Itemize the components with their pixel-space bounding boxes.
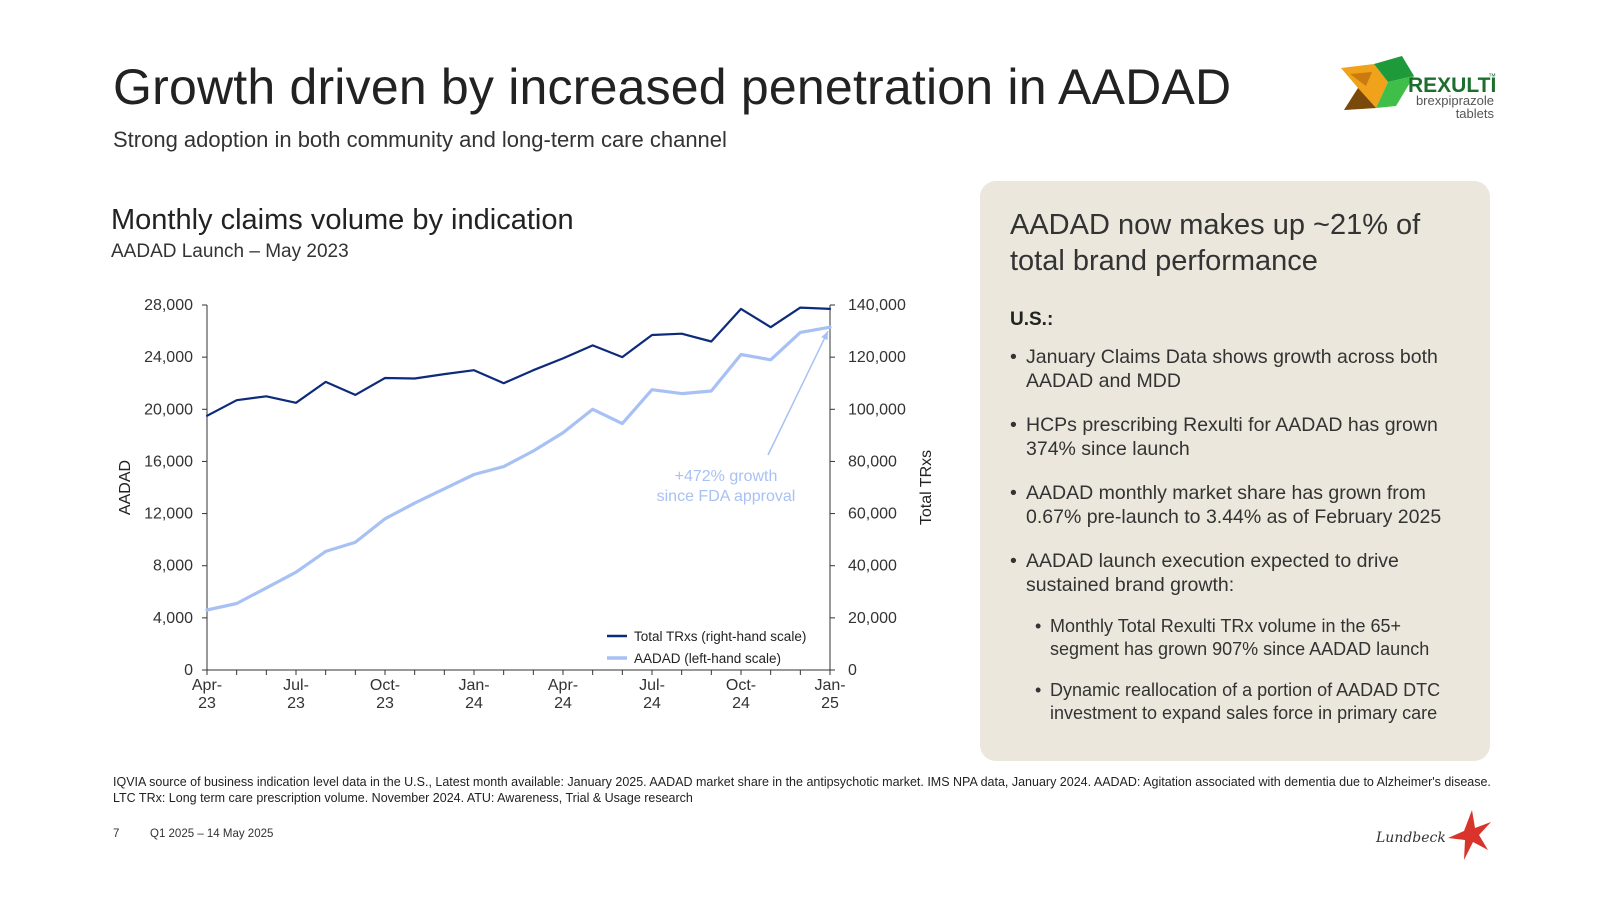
x-tick-label: 23 bbox=[287, 695, 305, 712]
series-line-total-trxs bbox=[205, 306, 832, 417]
bullet-dot: • bbox=[1010, 482, 1017, 504]
lundbeck-logo: Lundbeck bbox=[1375, 810, 1491, 860]
bullet-dot: • bbox=[1010, 550, 1017, 572]
x-tick-label: 25 bbox=[821, 695, 839, 712]
bullet-dot: • bbox=[1035, 680, 1042, 700]
x-tick-label: Oct- bbox=[370, 677, 400, 694]
y-right-tick-label: 60,000 bbox=[848, 506, 897, 523]
x-tick-label: Apr- bbox=[548, 677, 578, 694]
y-right-tick-label: 120,000 bbox=[848, 349, 906, 366]
rexulti-line1: brexpiprazole bbox=[1416, 93, 1494, 108]
x-tick-label: 24 bbox=[554, 695, 572, 712]
y-left-tick-label: 16,000 bbox=[144, 453, 193, 470]
x-tick-label: 23 bbox=[198, 695, 216, 712]
x-tick-label: Jan- bbox=[814, 677, 845, 694]
presentation-date: Q1 2025 – 14 May 2025 bbox=[150, 828, 274, 840]
page-subtitle: Strong adoption in both community and lo… bbox=[113, 127, 727, 152]
panel-bullet: • AADAD monthly market share has grown fr… bbox=[1010, 482, 1442, 528]
y-right-axis-title: Total TRxs bbox=[918, 450, 935, 525]
rexulti-line2: tablets bbox=[1456, 106, 1495, 121]
claims-volume-chart: 0 4,000 8,000 12,000 16,000 20,000 24,000 28,00… bbox=[117, 297, 935, 712]
rexulti-ribbon-icon bbox=[1341, 56, 1414, 110]
panel-heading: AADAD now makes up ~21% of total brand p… bbox=[1010, 209, 1421, 277]
annotation-arrowhead bbox=[821, 331, 828, 341]
y-right-tick-label: 80,000 bbox=[848, 453, 897, 470]
rexulti-tm: ™ bbox=[1488, 72, 1496, 81]
rexulti-wordmark: REXULTI bbox=[1408, 74, 1496, 97]
panel-bullet: • AADAD launch execution expected to driv… bbox=[1010, 550, 1399, 596]
starfish-icon bbox=[1448, 810, 1491, 860]
panel-bullet: • HCPs prescribing Rexulti for AADAD has … bbox=[1010, 414, 1438, 460]
x-tick-label: 24 bbox=[465, 695, 483, 712]
chart-subtitle: AADAD Launch – May 2023 bbox=[111, 241, 349, 262]
x-tick-label: 24 bbox=[732, 695, 750, 712]
panel-region-label: U.S.: bbox=[1010, 309, 1054, 330]
annotation-label-line2: since FDA approval bbox=[657, 488, 796, 505]
bullet-dot: • bbox=[1010, 414, 1017, 436]
y-right-tick-label: 20,000 bbox=[848, 610, 897, 627]
x-tick-label: Jul- bbox=[639, 677, 665, 694]
annotation-label-line1: +472% growth bbox=[675, 468, 778, 485]
bullet-dot: • bbox=[1010, 346, 1017, 368]
lundbeck-wordmark: Lundbeck bbox=[1375, 830, 1446, 846]
rexulti-logo: REXULTI ™ brexpiprazole tablets bbox=[1341, 56, 1496, 121]
series-line-aadad bbox=[205, 325, 832, 612]
page-title: Growth driven by increased penetration i… bbox=[113, 59, 1232, 115]
y-right-tick-label: 0 bbox=[848, 662, 857, 679]
page-number: 7 bbox=[113, 828, 120, 840]
y-left-tick-label: 28,000 bbox=[144, 297, 193, 314]
y-right-tick-label: 140,000 bbox=[848, 297, 906, 314]
annotation-arrow bbox=[767, 330, 829, 456]
chart-title: Monthly claims volume by indication bbox=[111, 204, 574, 236]
panel-sub-bullet: • Dynamic reallocation of a portion of AA… bbox=[1035, 680, 1441, 723]
panel-bullet: • January Claims Data shows growth across… bbox=[1010, 346, 1438, 392]
x-tick-label: Oct- bbox=[726, 677, 756, 694]
bullet-dot: • bbox=[1035, 616, 1042, 636]
x-tick-label: Apr- bbox=[192, 677, 222, 694]
y-left-tick-label: 12,000 bbox=[144, 506, 193, 523]
legend-label-aadad: AADAD (left-hand scale) bbox=[634, 651, 781, 666]
y-left-tick-label: 24,000 bbox=[144, 349, 193, 366]
panel-sub-bullet: • Monthly Total Rexulti TRx volume in the… bbox=[1035, 616, 1430, 659]
y-right-tick-label: 100,000 bbox=[848, 401, 906, 418]
x-tick-label: 23 bbox=[376, 695, 394, 712]
x-tick-label: Jan- bbox=[458, 677, 489, 694]
y-left-tick-label: 8,000 bbox=[153, 558, 193, 575]
summary-panel: AADAD now makes up ~21% of total brand p… bbox=[980, 181, 1490, 761]
x-tick-label: 24 bbox=[643, 695, 661, 712]
legend-label-total-trxs: Total TRxs (right-hand scale) bbox=[634, 629, 806, 644]
x-tick-label: Jul- bbox=[283, 677, 309, 694]
y-right-tick-label: 40,000 bbox=[848, 558, 897, 575]
y-left-tick-label: 20,000 bbox=[144, 401, 193, 418]
y-left-tick-label: 4,000 bbox=[153, 610, 193, 627]
y-left-tick-label: 0 bbox=[184, 662, 193, 679]
y-left-axis-title: AADAD bbox=[117, 460, 134, 515]
source-footnote: IQVIA source of business indication leve… bbox=[113, 775, 1491, 805]
